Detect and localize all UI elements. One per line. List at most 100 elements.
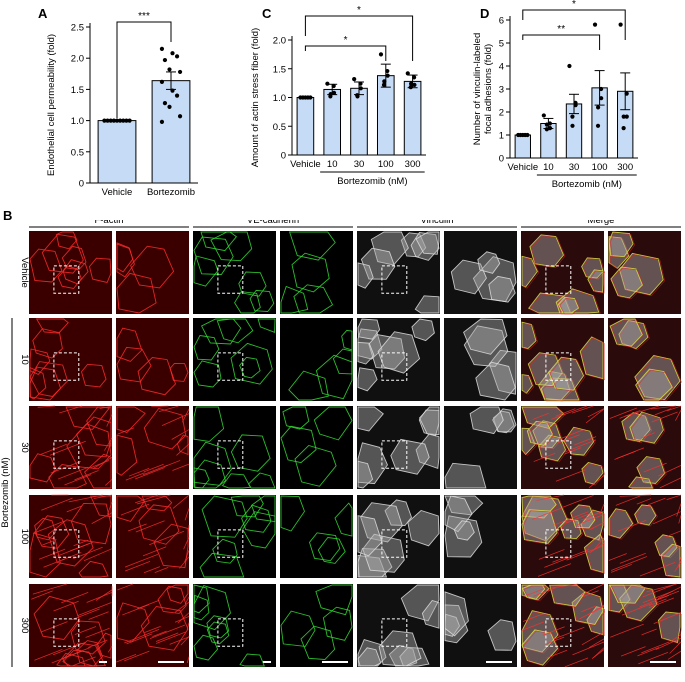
- data-point: [325, 81, 330, 86]
- y-tick-label: 1.0: [273, 93, 286, 104]
- cell-outline: [549, 584, 586, 607]
- cell-outline: [89, 257, 112, 284]
- stress-fiber: [83, 548, 113, 562]
- stress-fiber: [666, 494, 682, 501]
- stress-fiber: [74, 626, 97, 636]
- data-point: [599, 96, 604, 101]
- stress-fiber: [546, 649, 568, 659]
- stress-fiber: [38, 548, 66, 560]
- stress-fiber: [64, 474, 92, 486]
- cell-outline: [357, 367, 378, 392]
- y-tick-label: 1: [499, 131, 504, 142]
- stress-fiber: [676, 503, 682, 517]
- stress-fiber: [648, 597, 674, 609]
- stress-fiber: [135, 467, 165, 480]
- cell-outline: [193, 255, 219, 287]
- stress-fiber: [74, 470, 99, 481]
- cell-outline: [56, 652, 86, 667]
- data-point: [167, 104, 172, 109]
- micrograph-tile: [444, 231, 517, 314]
- cell-outline: [444, 495, 473, 533]
- stress-fiber: [617, 519, 647, 532]
- micrograph-tile: [193, 495, 276, 578]
- micrograph-tile: [521, 494, 605, 578]
- stress-fiber: [585, 408, 605, 424]
- data-point: [405, 71, 410, 76]
- cell-outline: [65, 406, 111, 430]
- stress-fiber: [53, 600, 79, 612]
- stress-fiber: [143, 463, 164, 473]
- micrograph-tile: [357, 584, 440, 667]
- stress-fiber: [638, 651, 669, 665]
- inset-box: [545, 265, 572, 294]
- micrograph-tile: [193, 318, 276, 401]
- stress-fiber: [589, 522, 605, 531]
- cell-outline: [609, 584, 646, 604]
- data-point: [412, 75, 417, 80]
- row-label: Vehicle: [19, 257, 30, 288]
- cell-outline: [521, 321, 537, 350]
- micrograph-tile: [193, 584, 276, 667]
- inset-box: [545, 440, 572, 469]
- cell-outline-red: [557, 289, 601, 315]
- significance-label: ***: [138, 11, 150, 22]
- cell-outline-red: [620, 254, 666, 297]
- stress-fiber: [151, 405, 169, 408]
- inset-box: [545, 352, 572, 381]
- cell-outline: [166, 584, 189, 604]
- cell-outline-red: [610, 585, 648, 605]
- data-point: [624, 114, 629, 119]
- micrograph-tile: [280, 318, 353, 401]
- stress-fiber: [124, 553, 158, 568]
- cell-outline: [34, 517, 57, 541]
- cell-outline: [619, 252, 664, 296]
- data-point: [108, 118, 113, 123]
- cell-outline: [210, 231, 253, 262]
- data-point: [381, 82, 387, 87]
- y-tick-label: 4: [499, 62, 504, 73]
- cell-outline: [450, 259, 487, 295]
- cell-outline: [293, 284, 334, 314]
- cell-outline: [291, 252, 330, 293]
- stress-fiber: [555, 408, 576, 417]
- stress-fiber: [91, 512, 113, 524]
- x-tick-label: Vehicle: [507, 162, 538, 173]
- data-point: [328, 91, 333, 97]
- stress-fiber: [564, 549, 590, 560]
- cell-outline: [521, 427, 536, 456]
- y-tick-label: 5: [499, 39, 504, 50]
- inset-box: [53, 529, 80, 558]
- cell-outline-red: [588, 270, 605, 294]
- stress-fiber: [142, 546, 167, 557]
- cell-outline: [444, 462, 487, 489]
- stress-fiber: [124, 560, 151, 572]
- stress-fiber: [105, 479, 113, 486]
- cell-outline: [288, 231, 336, 261]
- micrograph-tile: [444, 318, 517, 401]
- cell-outline: [357, 341, 375, 365]
- inset-box: [217, 618, 244, 647]
- stress-fiber: [187, 525, 190, 538]
- data-point: [541, 113, 546, 118]
- cell-outline: [414, 295, 440, 314]
- cell-outline: [548, 356, 585, 391]
- cell-outline: [399, 646, 430, 667]
- stress-fiber: [674, 561, 682, 572]
- micrograph-tile: [116, 405, 190, 489]
- stress-fiber: [88, 611, 109, 620]
- y-tick-label: 1.0: [71, 116, 84, 127]
- stress-fiber: [637, 647, 660, 657]
- cell-outline: [618, 320, 649, 350]
- cell-outline-red: [523, 496, 569, 543]
- cell-outline: [249, 289, 275, 312]
- cell-outline: [140, 606, 189, 651]
- bar: [514, 134, 531, 159]
- cell-outline: [529, 234, 565, 268]
- cell-outline: [308, 532, 341, 562]
- data-point: [592, 22, 598, 27]
- stress-fiber: [155, 631, 186, 644]
- stress-fiber: [564, 447, 581, 455]
- stress-fiber: [646, 583, 677, 593]
- data-point: [412, 82, 417, 87]
- y-tick-label: 6: [499, 16, 504, 27]
